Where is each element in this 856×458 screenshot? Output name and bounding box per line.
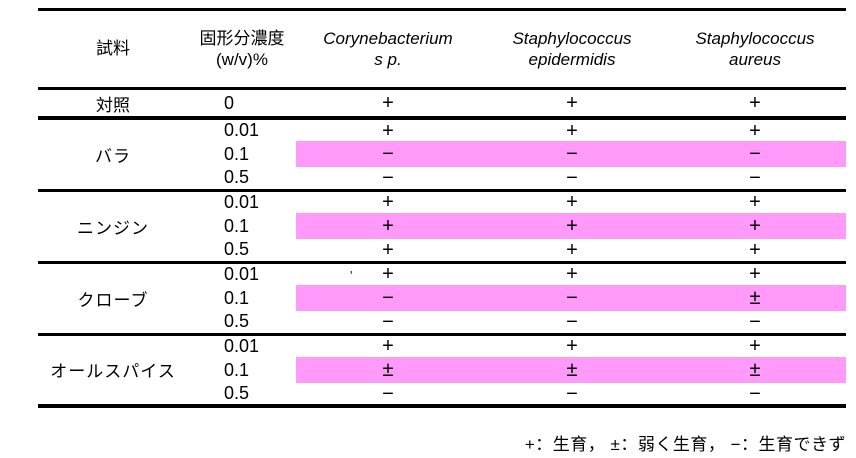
result-cell: ± [664,285,846,311]
sample-cell: バラ [38,118,188,192]
result-cell: ± [296,357,480,383]
result-cell: + [296,213,480,239]
result-cell: + [382,335,394,358]
result-cell: + [566,263,578,286]
concentration-cell: 0.1 [224,143,250,164]
sample-cell: 対照 [38,88,188,120]
table-row: 0.5 + + + [38,239,846,264]
result-cell: + [749,119,761,142]
concentration-cell: 0.01 [224,120,260,140]
result-cell: + [566,335,578,358]
result-cell: + [749,263,761,286]
growth-results-table: 試料 固形分濃度 (w/v)% Corynebacterium s p. Sta… [38,8,846,408]
result-cell: + [664,213,846,239]
concentration-cell: 0 [188,88,296,120]
stray-mark: ' [350,268,353,283]
sample-cell: オールスパイス [38,334,188,408]
table-row-control: 対照 0 + + + [38,88,846,120]
species-name-line1: Staphylococcus [512,28,632,48]
result-cell: + [566,119,578,142]
table-row: 0.5 − − − [38,311,846,336]
result-cell: − [296,167,480,192]
table-row-highlighted: 0.1 + + + [38,213,846,239]
col-header-staph-epidermidis: Staphylococcus epidermidis [480,9,664,90]
legend: +：生育， ±：弱く生育， −：生育できず [524,435,846,454]
concentration-cell: 0.1 [224,215,250,236]
result-cell: − [296,285,480,311]
sample-cell: ニンジン [38,190,188,264]
result-cell: + [566,191,578,214]
result-cell: − [296,311,480,336]
result-cell: + [480,88,664,120]
col-header-concentration-line2: (w/v)% [216,50,268,69]
result-cell: + [382,119,394,142]
result-cell: − [664,311,846,336]
species-name-line2: epidermidis [528,50,616,69]
result-cell: + [749,191,761,214]
table-row: 0.5 − − − [38,383,846,406]
table-row: ニンジン 0.01 + + + [38,190,846,264]
table-row: バラ 0.01 + + + [38,118,846,192]
result-cell: + [480,239,664,264]
result-cell: − [664,167,846,192]
result-cell: + [749,335,761,358]
table-row-highlighted: 0.1 ± ± ± [38,357,846,383]
result-cell: − [480,285,664,311]
result-cell: + [664,239,846,264]
result-cell: − [480,311,664,336]
concentration-cell: 0.1 [224,359,250,380]
concentration-cell: 0.5 [188,167,296,192]
table-row: クローブ 0.01 + + + [38,262,846,336]
concentration-cell: 0.5 [224,383,250,403]
concentration-cell: 0.01 [224,335,260,356]
col-header-sample: 試料 [38,9,188,90]
species-name-line2: s p. [374,50,402,69]
col-header-concentration: 固形分濃度 (w/v)% [188,9,296,90]
result-cell: − [480,167,664,192]
result-cell: + [382,263,394,286]
result-cell: − [566,382,578,405]
result-cell: + [296,239,480,264]
result-cell: − [296,141,480,167]
col-header-concentration-line1: 固形分濃度 [199,28,285,48]
concentration-cell: 0.5 [188,239,296,264]
table-row-highlighted: 0.1 − − − [38,141,846,167]
table-row: オールスパイス 0.01 + + + [38,334,846,408]
sample-cell: クローブ [38,262,188,336]
result-cell: + [480,213,664,239]
result-cell: − [382,382,394,405]
col-header-corynebacterium: Corynebacterium s p. [296,9,480,90]
table-row-highlighted: 0.1 − − ± [38,285,846,311]
result-cell: ± [664,357,846,383]
result-cell: + [382,191,394,214]
result-cell: − [664,141,846,167]
concentration-cell: 0.1 [224,287,250,308]
species-name-line1: Corynebacterium [323,28,453,48]
result-cell: + [296,88,480,120]
concentration-cell: 0.01 [224,191,260,212]
table-row: 0.5 − − − [38,167,846,192]
concentration-cell: 0.5 [188,311,296,336]
header-row: 試料 固形分濃度 (w/v)% Corynebacterium s p. Sta… [38,9,846,90]
col-header-staph-aureus: Staphylococcus aureus [664,9,846,90]
result-cell: − [749,382,761,405]
species-name-line1: Staphylococcus [695,28,815,48]
result-cell: − [480,141,664,167]
concentration-cell: 0.01 [224,263,260,284]
species-name-line2: aureus [729,50,781,69]
result-cell: ± [480,357,664,383]
result-cell: + [664,88,846,120]
